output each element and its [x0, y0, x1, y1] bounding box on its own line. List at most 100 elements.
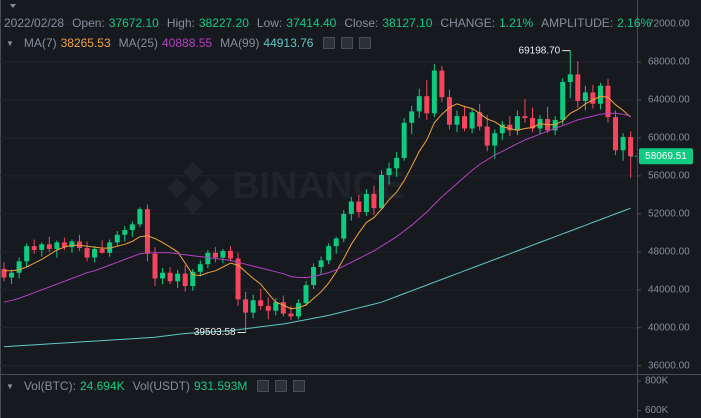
candle-body	[409, 111, 415, 123]
candle-body	[107, 242, 113, 253]
candle-body	[280, 302, 286, 314]
last-price-tag	[639, 148, 693, 165]
candle-body	[628, 137, 634, 157]
candle-body	[356, 201, 362, 212]
candle-body	[1, 268, 7, 278]
candle-body	[507, 124, 513, 131]
candle-body	[318, 260, 324, 268]
candle-body	[122, 230, 128, 235]
field-label: Open:	[72, 16, 105, 30]
legend-icon[interactable]	[323, 37, 336, 49]
candle-body	[137, 209, 143, 225]
candle-body	[567, 74, 573, 82]
y-tick-label: 36000.00	[648, 360, 690, 371]
candle-body	[560, 81, 566, 120]
candle-body	[190, 271, 196, 287]
y-tick-label: 48000.00	[648, 246, 690, 257]
candle-body	[386, 168, 392, 175]
candle-body	[160, 272, 166, 279]
candle-body	[401, 122, 407, 158]
collapse-arrow[interactable]	[10, 4, 16, 8]
candle-body	[295, 303, 301, 317]
ma-legend: ▼ MA(7) 38265.53 MA(25) 40888.55 MA(99) 44913.…	[4, 36, 372, 50]
candle-body	[46, 244, 52, 250]
candle-body	[590, 92, 596, 104]
candle-body	[522, 116, 528, 119]
watermark-logo	[167, 162, 219, 214]
candle-body	[212, 252, 218, 258]
last-price-label: 58069.51	[645, 151, 687, 162]
y-tick-label: 68000.00	[648, 57, 690, 68]
low-label: 39503.58	[194, 327, 236, 338]
candle-body	[243, 299, 249, 313]
field-value: 37672.10	[108, 16, 159, 30]
y-tick-label: 44000.00	[648, 284, 690, 295]
candle-body	[620, 137, 626, 151]
candle-body	[394, 157, 400, 169]
candle-body	[197, 264, 203, 272]
field-value: 38127.10	[382, 16, 433, 30]
legend-icon[interactable]	[359, 37, 372, 49]
field-value: 2.16%	[617, 16, 652, 30]
volume-legend: ▼ Vol(BTC): 24.694K Vol(USDT) 931.593M	[4, 379, 306, 393]
candle-body	[175, 273, 181, 282]
candle-body	[250, 300, 256, 313]
candle-body	[484, 126, 490, 146]
candle-body	[416, 96, 422, 112]
candle-body	[605, 85, 611, 118]
ma-value: 40888.55	[162, 36, 213, 50]
candle-body	[530, 118, 535, 129]
candle-body	[182, 273, 188, 287]
candle-body	[265, 305, 271, 311]
candle-body	[99, 249, 105, 253]
y-tick-label: 56000.00	[648, 171, 690, 182]
legend-icon[interactable]	[293, 380, 306, 392]
legend-icon[interactable]	[257, 380, 270, 392]
candle-body	[24, 246, 30, 262]
candle-body	[303, 285, 309, 304]
ma-line	[3, 112, 631, 303]
vol-name: Vol(USDT)	[132, 379, 190, 393]
candle-body	[477, 112, 483, 127]
candle-body	[114, 234, 120, 243]
candle-body	[499, 124, 505, 134]
candle-body	[54, 242, 60, 250]
candle-body	[439, 70, 445, 98]
y-tick-label: 52000.00	[648, 209, 690, 220]
candle-body	[613, 117, 619, 151]
ma-line	[4, 95, 631, 310]
candle-body	[84, 248, 90, 258]
y-tick-label: 800K	[645, 376, 669, 387]
field-value: 37414.40	[286, 16, 337, 30]
candle-body	[514, 116, 520, 131]
field-label: CHANGE:	[440, 16, 496, 30]
ma-name: MA(99)	[220, 36, 260, 50]
legend-icon[interactable]	[275, 380, 288, 392]
candle-body	[167, 272, 173, 282]
candle-body	[144, 209, 150, 254]
ma-value: 44913.76	[263, 36, 314, 50]
field-label: Low:	[256, 16, 283, 30]
y-tick-label: 40000.00	[648, 322, 690, 333]
candle-body	[371, 193, 377, 209]
candle-body	[205, 252, 211, 265]
field-label: AMPLITUDE:	[541, 16, 614, 30]
ma-value: 38265.53	[60, 36, 111, 50]
candle-body	[31, 246, 37, 250]
vol-name: Vol(BTC):	[23, 379, 76, 393]
candle-body	[39, 244, 45, 250]
y-tick-label: 64000.00	[648, 95, 690, 106]
candle-body	[69, 241, 75, 248]
legend-icon[interactable]	[341, 37, 354, 49]
field-label: Close:	[344, 16, 379, 30]
candle-body	[446, 97, 452, 125]
candle-body	[220, 250, 226, 258]
candle-body	[348, 201, 354, 214]
candle-body	[462, 116, 468, 129]
field-value: 38227.20	[198, 16, 249, 30]
candle-body	[228, 250, 233, 259]
vol-value: 24.694K	[79, 379, 125, 393]
ohlc-header: 2022/02/28 Open: 37672.10 High: 38227.20 Low:…	[4, 16, 655, 30]
candle-body	[341, 213, 347, 239]
